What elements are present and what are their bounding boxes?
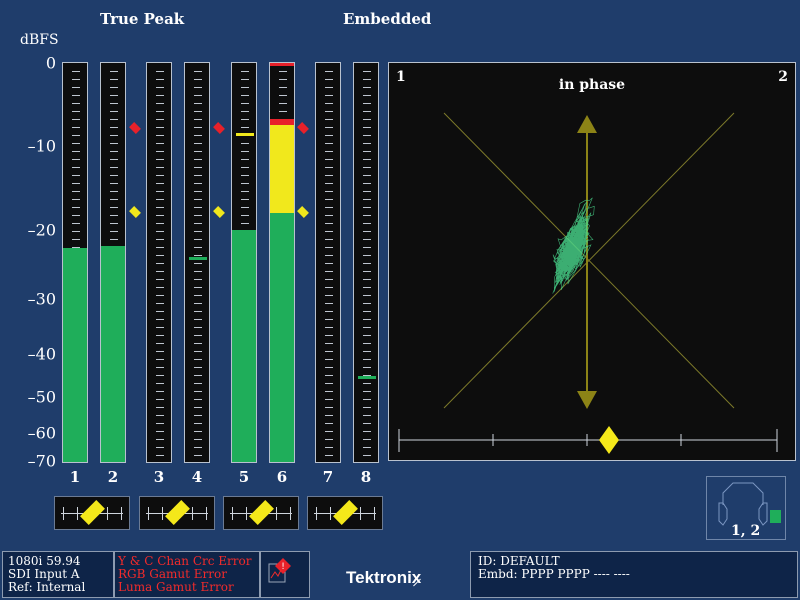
- peak-hold-marker: [236, 132, 254, 136]
- format-text: 1080i 59.94: [8, 554, 81, 568]
- warning-bar: [270, 125, 294, 214]
- tektronix-logo: Tektronix: [346, 568, 422, 587]
- lissajous-right-label: 2: [778, 69, 788, 85]
- headphone-icon: [718, 482, 781, 526]
- id-text: ID: DEFAULT: [478, 554, 560, 568]
- meter-channel-5: [231, 62, 257, 463]
- input-text: SDI Input A: [8, 567, 80, 581]
- embedded-header: Embedded: [343, 10, 432, 28]
- level-bar: [63, 247, 87, 462]
- headphone-indicator[interactable]: 1, 2: [706, 476, 786, 540]
- yellow-threshold-icon: [213, 206, 225, 219]
- red-threshold-icon: [297, 122, 309, 135]
- alarm-icon-box[interactable]: !: [260, 551, 310, 598]
- meter-channel-4: [184, 62, 210, 463]
- embedded-status-text: Embd: PPPP PPPP ---- ----: [478, 567, 630, 581]
- channel-label: 8: [360, 468, 372, 486]
- channel-label: 5: [238, 468, 250, 486]
- meter-channel-3: [146, 62, 172, 463]
- phase-meter-3-4: [139, 496, 215, 530]
- scale-label: 0: [45, 53, 56, 73]
- phase-meter-1-2: [54, 496, 130, 530]
- lissajous-svg: [398, 112, 778, 454]
- error-item: RGB Gamut Error: [118, 567, 227, 581]
- channel-label: 6: [276, 468, 288, 486]
- scale-label: –60: [27, 423, 56, 443]
- scale-label: –10: [27, 136, 56, 156]
- level-bar: [101, 246, 125, 462]
- level-bar: [270, 213, 294, 462]
- ref-text: Ref: Internal: [8, 580, 86, 594]
- lissajous-display[interactable]: 1 2 in phase: [388, 62, 796, 461]
- arrow-up-icon: [577, 115, 597, 133]
- scale-label: –70: [27, 451, 56, 471]
- red-threshold-icon: [129, 122, 141, 135]
- yellow-threshold-icon: [297, 206, 309, 219]
- peak-hold-marker: [358, 375, 376, 379]
- meter-channel-6: [269, 62, 295, 463]
- scale-label: –30: [27, 289, 56, 309]
- dbfs-unit-label: dBFS: [20, 32, 59, 48]
- signal-info: 1080i 59.94 SDI Input A Ref: Internal: [2, 551, 114, 598]
- peak-hold-marker: [189, 257, 207, 260]
- headphone-channels: 1, 2: [731, 523, 761, 539]
- phase-meter-5-6: [223, 496, 299, 530]
- error-list[interactable]: Y & C Chan Crc Error RGB Gamut Error Lum…: [114, 551, 260, 598]
- meter-channel-2: [100, 62, 126, 463]
- phase-meter-7-8: [307, 496, 383, 530]
- red-threshold-icon: [213, 122, 225, 135]
- error-item: Luma Gamut Error: [118, 580, 234, 594]
- true-peak-header: True Peak: [100, 10, 185, 28]
- alarm-warning-icon: !: [268, 558, 291, 583]
- lissajous-title: in phase: [558, 77, 626, 93]
- error-item: Y & C Chan Crc Error: [118, 554, 252, 568]
- phase-diamond-icon: [599, 426, 619, 454]
- clip-indicator: [270, 63, 294, 66]
- level-bar: [232, 230, 256, 462]
- scale-label: –50: [27, 387, 56, 407]
- lissajous-trace: [552, 197, 595, 294]
- over-bar: [270, 119, 294, 126]
- meter-channel-1: [62, 62, 88, 463]
- yellow-threshold-icon: [129, 206, 141, 219]
- meter-channel-7: [315, 62, 341, 463]
- meter-channel-8: [353, 62, 379, 463]
- arrow-down-icon: [577, 391, 597, 409]
- channel-label: 7: [322, 468, 334, 486]
- lissajous-left-label: 1: [396, 69, 406, 85]
- channel-label: 2: [107, 468, 119, 486]
- scale-label: –20: [27, 220, 56, 240]
- channel-label: 3: [153, 468, 165, 486]
- svg-text:!: !: [281, 562, 285, 572]
- scale-label: –40: [27, 344, 56, 364]
- channel-label: 1: [69, 468, 81, 486]
- channel-label: 4: [191, 468, 203, 486]
- id-info: ID: DEFAULT Embd: PPPP PPPP ---- ----: [470, 551, 798, 598]
